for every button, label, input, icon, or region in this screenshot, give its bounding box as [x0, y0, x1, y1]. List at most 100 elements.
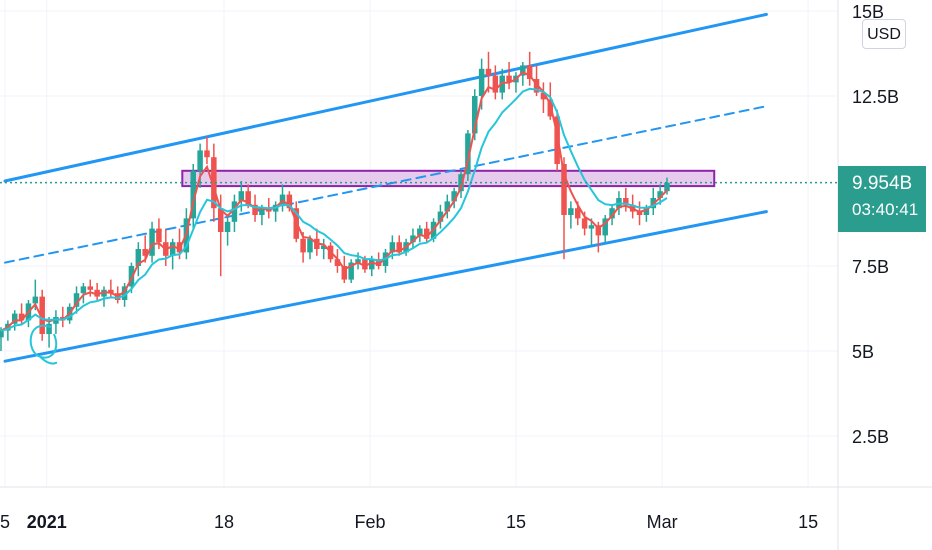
time-tick-label: 15	[506, 512, 526, 532]
candle	[286, 191, 293, 212]
candle-body	[574, 208, 581, 219]
time-tick-label: 5	[0, 512, 10, 532]
candle	[101, 286, 107, 307]
candle-body	[341, 266, 348, 280]
candle-body	[533, 79, 540, 93]
candle	[602, 215, 608, 243]
candle	[334, 249, 341, 273]
price-tick-label: 2.5B	[852, 427, 889, 447]
candle-body	[396, 242, 402, 253]
candle-body	[581, 218, 588, 229]
candle	[492, 65, 499, 100]
candle-body	[211, 157, 217, 209]
last-price-label: 9.954B 03:40:41	[838, 166, 926, 232]
candle	[87, 279, 94, 297]
channel-upper-line	[3, 12, 768, 183]
time-tick-label: 15	[798, 512, 818, 532]
candle-body	[142, 249, 148, 256]
candle	[636, 201, 643, 226]
candle-body	[217, 208, 224, 232]
candle-body	[87, 286, 94, 290]
candle-body	[643, 208, 650, 215]
price-tick-label: 5B	[852, 342, 874, 362]
candle-body	[485, 68, 492, 76]
candle	[197, 143, 203, 188]
candle-body	[472, 96, 478, 134]
candle-body	[410, 235, 416, 243]
candle	[423, 221, 430, 243]
candle-body	[320, 245, 327, 249]
candle	[588, 218, 595, 246]
candle-body	[94, 289, 100, 297]
candle	[135, 242, 142, 277]
candle-body	[11, 313, 18, 324]
last-price-value: 9.954B	[852, 173, 913, 194]
price-tick-label: 15B	[852, 2, 884, 22]
candle	[533, 65, 540, 96]
candle	[149, 221, 155, 263]
time-tick-label: Feb	[355, 512, 386, 532]
candle-body	[135, 249, 142, 266]
candle-body	[73, 293, 80, 307]
candle	[224, 215, 231, 246]
candle-body	[231, 201, 238, 222]
candle	[238, 181, 245, 212]
candle	[664, 177, 670, 195]
trend-channel	[3, 12, 768, 363]
candle-body	[169, 242, 176, 256]
candle-body	[451, 191, 457, 202]
moving-averages	[0, 70, 668, 332]
candle-body	[437, 211, 444, 222]
candle	[396, 235, 402, 256]
candle-body	[369, 259, 375, 270]
candle	[94, 283, 100, 300]
candle-body	[128, 266, 135, 287]
candle-body	[108, 289, 114, 294]
candle-body	[595, 225, 602, 236]
currency-button[interactable]: USD	[862, 19, 906, 49]
candle	[211, 143, 217, 222]
candle-body	[0, 330, 4, 338]
candle-body	[664, 182, 670, 192]
candle	[5, 320, 11, 341]
candle-body	[423, 228, 430, 239]
candle	[53, 310, 59, 334]
ma-fast-line	[0, 70, 668, 332]
candle-body	[657, 191, 663, 198]
price-tick-label: 12.5B	[852, 87, 899, 107]
candle-body	[252, 204, 258, 215]
time-tick-label: 18	[214, 512, 234, 532]
candle-body	[204, 150, 210, 158]
candle-body	[417, 228, 423, 236]
channel-lower-line	[3, 210, 768, 363]
candle	[307, 235, 313, 260]
price-axis[interactable]: 15B 12.5B 7.5B 5B 2.5B	[852, 2, 899, 447]
candle-body	[561, 164, 567, 215]
time-axis[interactable]: 5 2021 18 Feb 15 Mar 15	[0, 512, 818, 532]
candle	[348, 259, 354, 283]
candle-body	[286, 194, 293, 209]
candle-body	[478, 68, 485, 96]
candle-body	[245, 191, 251, 205]
price-tick-label: 7.5B	[852, 257, 889, 277]
candle	[520, 62, 526, 86]
candle-body	[609, 208, 615, 219]
candle-body	[568, 208, 574, 215]
channel-middle-line	[4, 105, 768, 264]
candle-body	[492, 75, 499, 93]
hand-drawn-circle	[29, 324, 58, 365]
candle	[39, 289, 45, 341]
candles	[0, 51, 670, 351]
candle-body	[520, 65, 526, 76]
candle-body	[238, 191, 245, 202]
candle	[485, 51, 492, 93]
candle-body	[355, 259, 361, 263]
candle-body	[375, 259, 382, 266]
candle-body	[307, 238, 313, 253]
candle-body	[18, 313, 25, 321]
candle	[465, 130, 471, 181]
candle	[444, 194, 451, 219]
candle-body	[121, 286, 128, 300]
